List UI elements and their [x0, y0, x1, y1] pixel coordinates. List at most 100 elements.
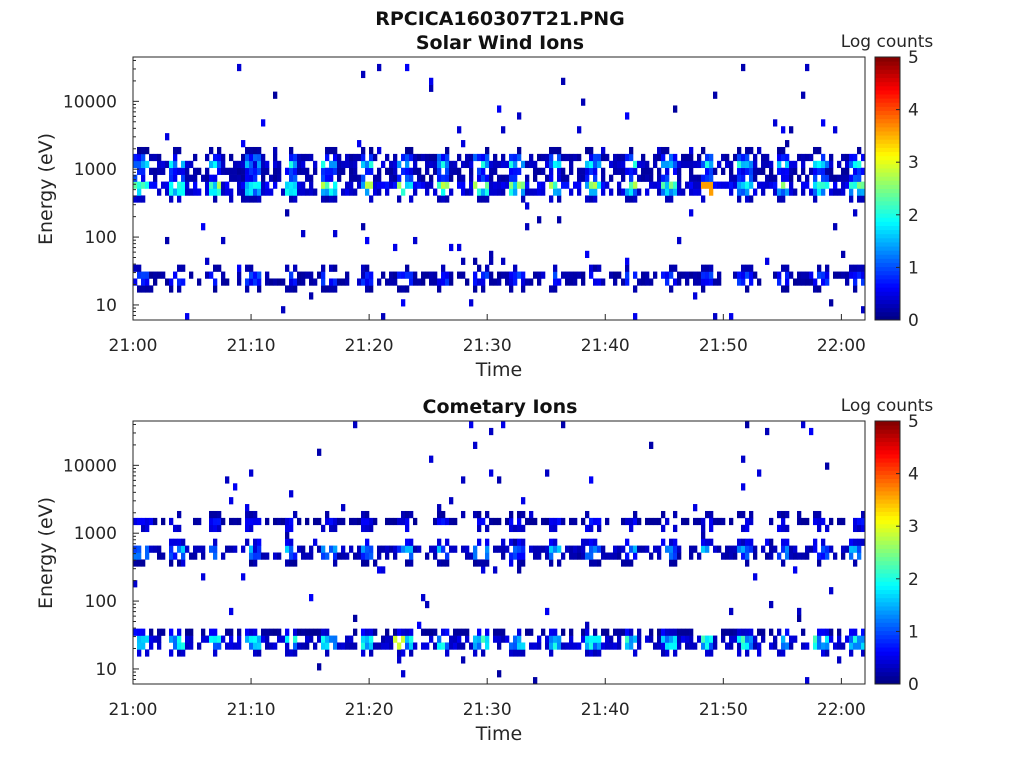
heatmap-cell	[257, 188, 262, 196]
heatmap-cell	[801, 160, 806, 169]
heatmap-cell	[373, 181, 378, 189]
heatmap-cell	[693, 545, 698, 553]
heatmap-cell	[749, 635, 754, 643]
heatmap-cell	[517, 510, 522, 519]
heatmap-cell	[769, 517, 774, 526]
heatmap-cell	[517, 146, 522, 155]
heatmap-cell	[141, 524, 146, 533]
heatmap-cell	[273, 91, 278, 99]
heatmap-cell	[741, 264, 746, 272]
heatmap-cell	[569, 545, 574, 553]
heatmap-cell	[177, 181, 182, 189]
colorbar-segment	[875, 295, 900, 300]
heatmap-cell	[845, 181, 850, 189]
heatmap-cell	[697, 181, 702, 189]
heatmap-cell	[513, 538, 518, 546]
heatmap-cell	[853, 524, 858, 533]
heatmap-cell	[213, 195, 218, 203]
heatmap-cell	[405, 545, 410, 553]
heatmap-cell	[445, 517, 450, 526]
heatmap-cell	[661, 146, 666, 155]
heatmap-cell	[781, 181, 786, 189]
heatmap-cell	[505, 181, 510, 189]
heatmap-cell	[369, 153, 374, 162]
heatmap-cell	[273, 167, 278, 175]
heatmap-cell	[197, 642, 202, 650]
heatmap-cell	[201, 628, 206, 636]
heatmap-cell	[437, 504, 442, 512]
colorbar-segment	[875, 642, 900, 648]
heatmap-cell	[373, 642, 378, 650]
heatmap-cell	[561, 153, 566, 162]
heatmap-cell	[333, 545, 338, 553]
heatmap-cell	[573, 153, 578, 162]
heatmap-cell	[361, 510, 366, 519]
colorbar-segment	[875, 299, 900, 305]
heatmap-cell	[821, 552, 826, 560]
heatmap-cell	[309, 545, 314, 553]
heatmap-cell	[461, 160, 466, 169]
heatmap-cell	[593, 174, 598, 182]
heatmap-cell	[801, 628, 806, 636]
colorbar-segment	[875, 462, 900, 467]
heatmap-cell	[609, 552, 614, 560]
heatmap-cell	[493, 635, 498, 643]
heatmap-cell	[365, 278, 370, 286]
heatmap-cell	[285, 181, 290, 189]
heatmap-cell	[289, 538, 294, 546]
heatmap-cell	[745, 181, 750, 189]
heatmap-cell	[785, 278, 790, 286]
colorbar-segment	[875, 126, 900, 132]
heatmap-cell	[513, 642, 518, 650]
heatmap-cell	[481, 278, 486, 286]
heatmap-cell	[621, 278, 626, 286]
heatmap-cell	[625, 264, 630, 272]
colorbar-segment	[875, 515, 900, 521]
heatmap-cell	[161, 181, 166, 189]
colorbar-segment	[875, 540, 900, 545]
heatmap-cell	[333, 635, 338, 643]
heatmap-cell	[545, 545, 550, 553]
heatmap-cell	[285, 628, 290, 636]
heatmap-cell	[853, 153, 858, 162]
heatmap-cell	[385, 278, 390, 286]
heatmap-cell	[705, 649, 710, 657]
heatmap-cell	[209, 271, 214, 279]
heatmap-cell	[229, 635, 234, 643]
heatmap-cell	[441, 628, 446, 636]
heatmap-cell	[669, 195, 674, 203]
heatmap-cell	[633, 160, 638, 169]
heatmap-cell	[657, 552, 662, 560]
heatmap-cell	[665, 146, 670, 155]
heatmap-cell	[301, 230, 306, 238]
colorbar-segment	[875, 610, 900, 615]
heatmap-cell	[137, 195, 142, 203]
heatmap-cell	[249, 174, 254, 182]
heatmap-cell	[541, 188, 546, 196]
heatmap-cell	[509, 174, 514, 182]
heatmap-cell	[717, 545, 722, 553]
heatmap-cell	[225, 167, 230, 175]
heatmap-cell	[321, 545, 326, 553]
heatmap-cell	[429, 174, 434, 182]
heatmap-cell	[329, 195, 334, 203]
heatmap-cell	[201, 552, 206, 560]
heatmap-cell	[757, 642, 762, 650]
heatmap-cell	[185, 313, 190, 321]
heatmap-cell	[645, 188, 650, 196]
heatmap-cell	[645, 271, 650, 279]
heatmap-cell	[425, 271, 430, 279]
heatmap-cell	[413, 160, 418, 169]
heatmap-cell	[157, 271, 162, 279]
heatmap-cell	[293, 264, 298, 272]
heatmap-cell	[209, 524, 214, 533]
heatmap-cell	[557, 174, 562, 182]
heatmap-cell	[297, 642, 302, 650]
heatmap-cell	[477, 510, 482, 519]
heatmap-cell	[221, 153, 226, 162]
heatmap-cell	[661, 181, 666, 189]
heatmap-cell	[557, 642, 562, 650]
heatmap-cell	[705, 635, 710, 643]
heatmap-cell	[817, 264, 822, 272]
heatmap-cell	[625, 271, 630, 279]
